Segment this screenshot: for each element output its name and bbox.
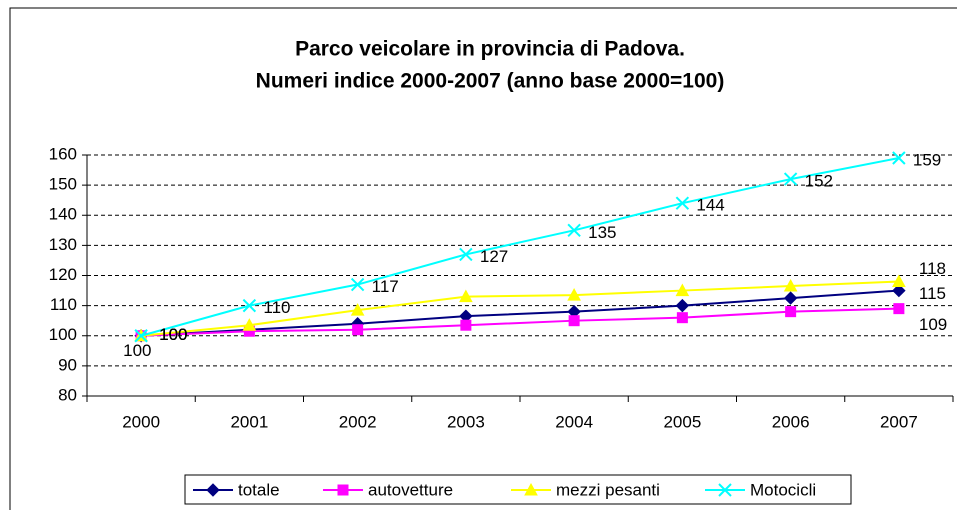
x-tick-label: 2003 (447, 412, 485, 431)
x-tick-label: 2002 (339, 412, 377, 431)
point (892, 283, 906, 298)
point (892, 274, 906, 288)
point (675, 196, 690, 210)
legend-marker (718, 483, 732, 497)
y-tick-label: 130 (49, 235, 77, 254)
point (352, 324, 364, 336)
y-tick-label: 80 (58, 385, 77, 404)
data-label: 152 (805, 172, 833, 191)
legend-marker (206, 483, 220, 497)
y-tick-label: 90 (58, 355, 77, 374)
legend-label: autovetture (368, 480, 453, 499)
legend-marker (524, 482, 538, 496)
point (350, 277, 365, 292)
point (459, 289, 473, 303)
point (785, 306, 797, 318)
data-label: 135 (588, 223, 616, 242)
y-tick-label: 110 (50, 295, 77, 314)
data-label: 110 (263, 298, 290, 317)
legend-marker (337, 484, 349, 496)
point (460, 319, 472, 331)
x-tick-label: 2005 (663, 412, 701, 431)
point (676, 312, 688, 324)
point (893, 303, 905, 315)
legend-label: totale (238, 480, 280, 499)
point (567, 288, 581, 301)
x-tick-label: 2000 (122, 412, 160, 431)
point (242, 298, 257, 313)
point (567, 223, 581, 238)
y-tick-label: 150 (49, 175, 77, 194)
y-tick-label: 120 (49, 265, 77, 284)
point (783, 278, 798, 292)
series-line (141, 289, 899, 337)
data-label: 159 (913, 150, 941, 169)
x-tick-label: 2001 (230, 412, 268, 431)
series-line (140, 157, 900, 337)
point (783, 291, 798, 305)
data-label: 100 (159, 325, 187, 344)
y-tick-label: 160 (49, 144, 77, 163)
legend-label: Motocicli (750, 480, 816, 499)
legend-label: mezzi pesanti (556, 480, 660, 499)
point (459, 247, 473, 262)
data-label: 100 (159, 325, 187, 344)
data-label: 144 (696, 196, 724, 215)
point (675, 283, 690, 297)
series-line (141, 307, 899, 337)
data-label: 115 (919, 284, 946, 303)
x-tick-label: 2004 (555, 412, 593, 431)
data-label: 127 (480, 247, 508, 266)
data-label: 118 (919, 259, 946, 278)
point (892, 151, 906, 165)
point (242, 318, 257, 331)
chart-title: Parco veicolare in provincia di Padova. (295, 38, 685, 61)
chart-title: Numeri indice 2000-2007 (anno base 2000=… (256, 70, 725, 93)
data-label: 109 (919, 315, 947, 334)
point (675, 298, 690, 313)
data-label: 117 (372, 277, 399, 296)
y-tick-label: 100 (49, 325, 77, 344)
point (783, 172, 798, 186)
x-tick-label: 2006 (772, 412, 810, 431)
series-line (141, 280, 899, 337)
point (568, 315, 580, 327)
data-label: 100 (123, 341, 151, 360)
x-tick-label: 2007 (880, 412, 918, 431)
y-tick-label: 140 (49, 205, 77, 224)
point (350, 303, 365, 316)
chart-border (9, 7, 957, 510)
point (134, 329, 148, 343)
data-label: 100 (159, 325, 187, 344)
